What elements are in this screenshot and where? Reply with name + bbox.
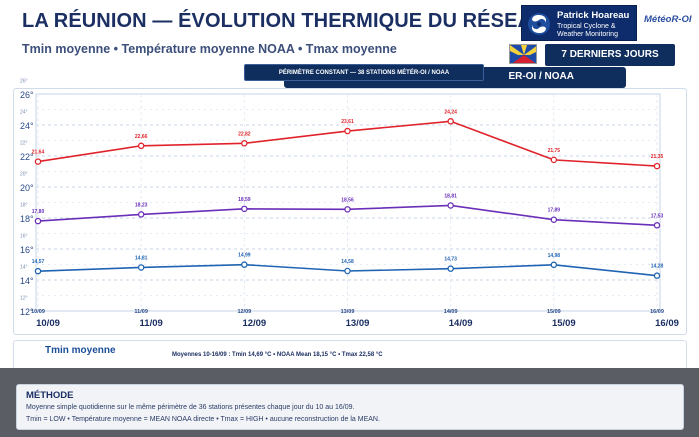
data-label-tmax: 23,61 (341, 119, 354, 125)
x-minor-tick-label: 11/09 (134, 309, 147, 315)
data-point-tmax (653, 162, 661, 170)
data-point-tmin (447, 265, 454, 272)
data-label-mean: 17,53 (651, 213, 664, 219)
x-tick-label: 13/09 (346, 318, 370, 329)
data-point-mean (344, 206, 351, 213)
partner-logo-tagline-2: Weather Monitoring (557, 31, 618, 38)
x-minor-tick-label: 15/09 (547, 309, 561, 315)
x-minor-tick-label: 13/09 (341, 309, 355, 315)
data-point-tmin (241, 261, 248, 268)
partner-logo-name: Patrick Hoareau (557, 10, 630, 21)
y-tick-label: 16° (20, 245, 34, 255)
cyclone-icon (528, 13, 550, 35)
data-label-mean: 17,89 (548, 208, 561, 214)
data-label-tmin: 14,73 (444, 257, 457, 263)
data-point-tmin (653, 272, 661, 279)
legend-title: Tmin moyenne (45, 345, 116, 356)
x-tick-label: 14/09 (449, 318, 473, 329)
y-minor-tick-label: 20° (20, 172, 28, 178)
data-point-tmax (447, 118, 454, 125)
x-tick-label: 16/09 (655, 318, 679, 329)
data-label-tmin: 14,98 (548, 253, 561, 259)
data-label-mean: 18,81 (444, 193, 457, 199)
data-point-tmax (34, 158, 42, 165)
data-label-tmin: 14,28 (651, 264, 664, 270)
data-point-tmin (344, 267, 351, 275)
y-tick-label: 22° (20, 152, 34, 162)
y-tick-label: 18° (20, 214, 34, 224)
x-tick-label: 15/09 (552, 318, 576, 329)
data-label-tmax: 21,75 (548, 148, 561, 154)
data-label-tmin: 14,81 (135, 255, 148, 261)
data-label-tmax: 21,35 (651, 154, 664, 160)
method-line-2: Tmin = LOW • Température moyenne = MEAN … (26, 416, 380, 423)
data-point-tmin (137, 264, 145, 271)
period-averages: Moyennes 10-16/09 : Tmin 14,69 °C • NOAA… (172, 352, 383, 358)
data-point-tmax (137, 142, 145, 150)
page-title: LA RÉUNION — ÉVOLUTION THERMIQUE DU RÉSE… (22, 10, 547, 32)
y-minor-tick-label: 14° (20, 265, 28, 271)
partner-logo-tagline-1: Tropical Cyclone & (557, 23, 616, 30)
y-minor-tick-label: 18° (20, 203, 28, 209)
method-box: MÉTHODE Moyenne simple quotidienne sur l… (16, 384, 684, 430)
data-point-mean (34, 217, 42, 225)
y-minor-tick-label: 16° (20, 234, 28, 240)
reunion-flag-icon (509, 44, 537, 64)
period-filter-button[interactable]: 7 DERNIERS JOURS (545, 44, 675, 66)
y-tick-label: 26° (20, 90, 34, 100)
x-minor-tick-label: 12/09 (237, 309, 251, 315)
method-title: MÉTHODE (26, 390, 74, 401)
meteor-oi-logo[interactable]: MétéoR-OI (640, 6, 696, 36)
y-minor-tick-label: 26° (20, 79, 28, 85)
data-label-tmax: 21,64 (32, 150, 45, 156)
y-tick-label: 14° (20, 276, 34, 286)
data-point-mean (447, 202, 454, 209)
y-tick-label: 24° (20, 121, 34, 131)
perimeter-badge-text: ER-OI / NOAA (508, 71, 574, 82)
data-label-tmax: 22,82 (238, 131, 251, 137)
x-tick-label: 11/09 (140, 318, 163, 329)
data-point-mean (137, 211, 145, 218)
data-point-tmin (34, 267, 42, 275)
data-label-mean: 18,56 (341, 197, 354, 203)
y-tick-label: 20° (20, 183, 34, 193)
data-label-tmin: 14,99 (238, 253, 251, 259)
data-label-mean: 17,80 (32, 209, 45, 215)
x-minor-tick-label: 10/09 (31, 309, 45, 315)
y-tick-label: 12° (20, 307, 34, 317)
y-minor-tick-label: 22° (20, 141, 28, 147)
data-point-tmax (550, 156, 558, 164)
data-point-tmax (344, 127, 351, 135)
partner-logo[interactable]: Patrick Hoareau Tropical Cyclone & Weath… (521, 5, 637, 41)
data-label-tmax: 24,24 (444, 109, 457, 115)
data-point-mean (550, 216, 558, 223)
y-minor-tick-label: 12° (20, 296, 28, 302)
x-tick-label: 10/09 (36, 318, 60, 329)
x-minor-tick-label: 14/09 (444, 309, 458, 315)
data-point-mean (653, 222, 661, 229)
perimeter-tooltip: PÉRIMÈTRE CONSTANT — 38 STATIONS MÉTÉR-O… (244, 64, 484, 81)
data-point-tmin (550, 261, 558, 269)
meteor-oi-logo-text: MétéoR-OI (644, 14, 692, 25)
x-minor-tick-label: 16/09 (650, 309, 664, 315)
page-subtitle: Tmin moyenne • Température moyenne NOAA … (22, 42, 397, 56)
x-tick-label: 12/09 (242, 318, 266, 329)
data-point-mean (241, 205, 248, 213)
data-label-tmin: 14,58 (341, 259, 354, 265)
data-label-tmax: 22,66 (135, 134, 148, 140)
data-label-mean: 18,59 (238, 197, 251, 203)
data-label-mean: 18,23 (135, 202, 148, 208)
data-label-tmin: 14,57 (32, 259, 45, 265)
data-point-tmax (241, 140, 248, 147)
y-minor-tick-label: 24° (20, 110, 28, 116)
method-line-1: Moyenne simple quotidienne sur le même p… (26, 404, 355, 411)
